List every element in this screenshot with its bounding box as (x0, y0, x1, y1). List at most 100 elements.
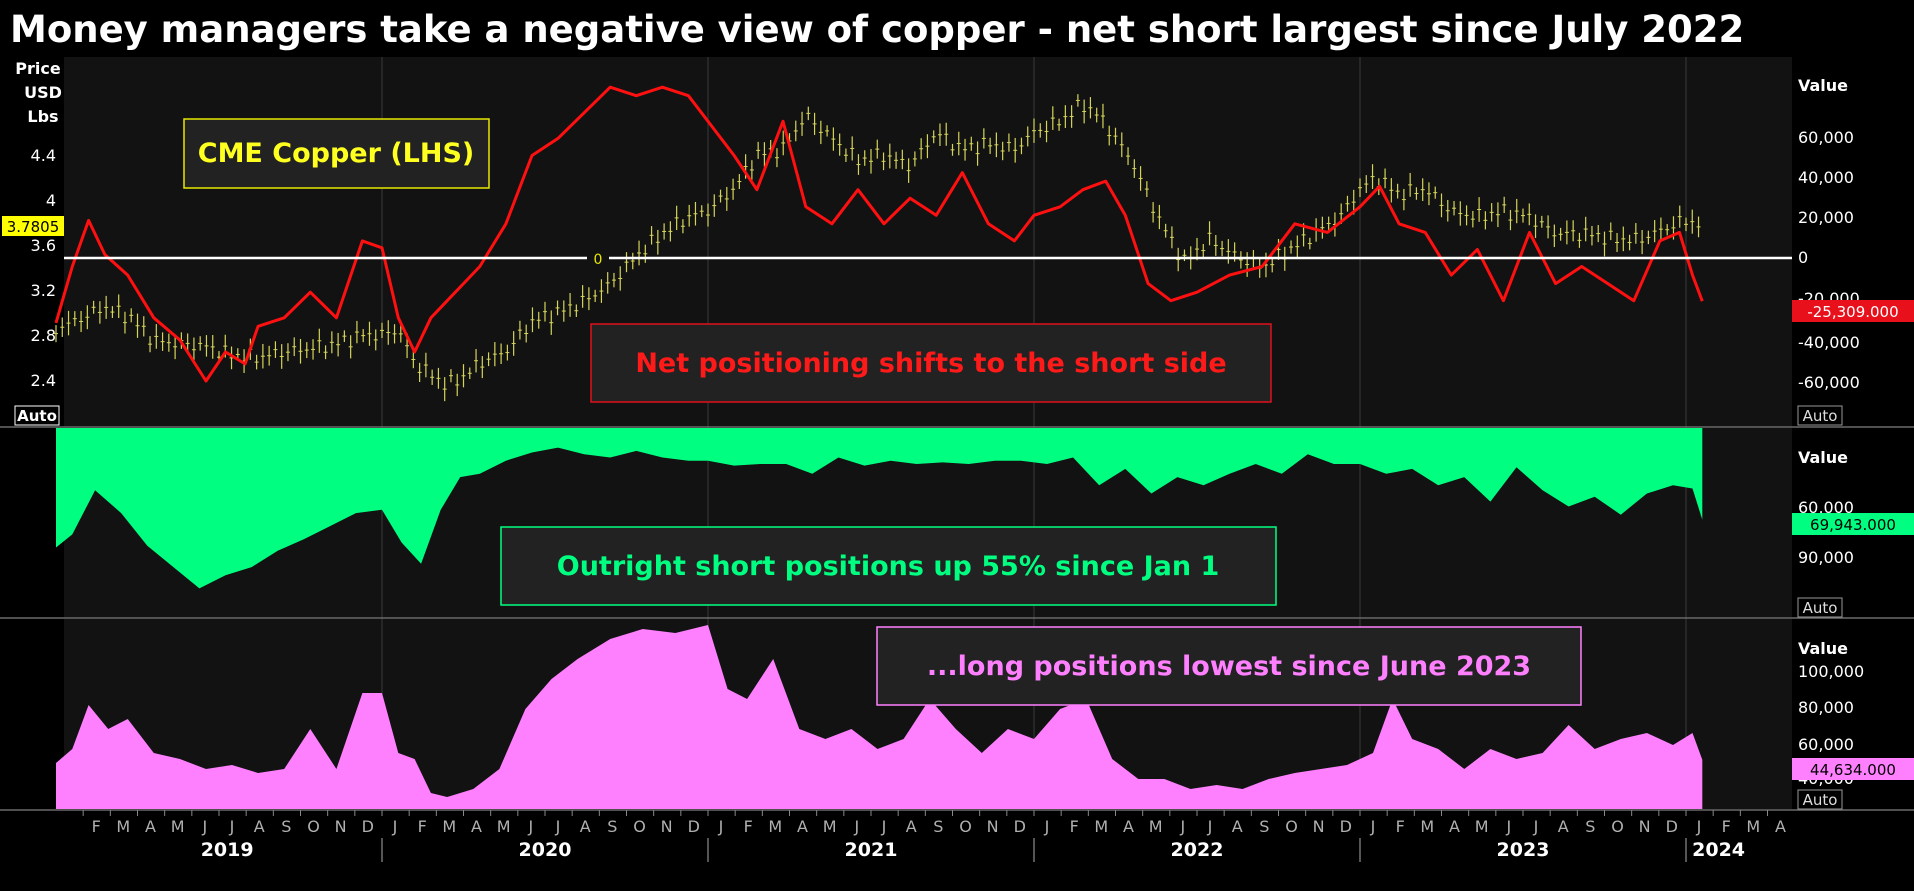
month-label: M (1149, 817, 1163, 836)
month-label: A (906, 817, 917, 836)
month-label: S (1585, 817, 1595, 836)
month-label: F (1396, 817, 1405, 836)
last-long-value-label: 44,634.000 (1810, 761, 1896, 779)
month-label: F (92, 817, 101, 836)
month-label: J (1370, 817, 1376, 836)
month-label: S (933, 817, 943, 836)
month-label: M (1420, 817, 1434, 836)
month-label: A (145, 817, 156, 836)
copper-annotation-box (183, 118, 490, 189)
month-label: J (1044, 817, 1050, 836)
last-net-value-label: -25,309.000 (1807, 303, 1898, 321)
month-label: M (116, 817, 130, 836)
top-right-tick-60000: 60,000 (1798, 128, 1854, 147)
last-net-value-badge (1792, 300, 1914, 322)
month-label: F (418, 817, 427, 836)
month-label: N (1313, 817, 1325, 836)
auto-label-top-right: Auto (1803, 407, 1838, 425)
month-label: M (171, 817, 185, 836)
short-annotation-box (500, 526, 1277, 606)
month-label: J (527, 817, 533, 836)
long-annotation-text: ...long positions lowest since June 2023 (927, 651, 1531, 682)
bottom-right-axis-unit: Value (1798, 639, 1848, 658)
month-label: J (201, 817, 207, 836)
top-right-tick-0: 0 (1798, 248, 1808, 267)
month-label: F (744, 817, 753, 836)
month-label: N (661, 817, 673, 836)
month-label: J (853, 817, 859, 836)
month-label: M (1475, 817, 1489, 836)
auto-label-left: Auto (17, 407, 57, 425)
month-label: M (1094, 817, 1108, 836)
bottom-right-tick-80000: 80,000 (1798, 698, 1854, 717)
auto-button-left[interactable] (14, 405, 60, 426)
month-label: D (1340, 817, 1352, 836)
month-label: J (881, 817, 887, 836)
month-label: O (1611, 817, 1624, 836)
copper-annotation-text: CME Copper (LHS) (198, 138, 475, 169)
month-label: J (1179, 817, 1185, 836)
month-label: M (823, 817, 837, 836)
left-tick-3.2: 3.2 (31, 281, 56, 300)
month-label: D (688, 817, 700, 836)
month-label: A (254, 817, 265, 836)
month-label: S (607, 817, 617, 836)
short-annotation-text: Outright short positions up 55% since Ja… (557, 551, 1220, 582)
month-label: O (959, 817, 972, 836)
month-label: M (442, 817, 456, 836)
price-and-net-lines (54, 85, 1704, 402)
month-label: O (307, 817, 320, 836)
month-label: A (1123, 817, 1134, 836)
middle-right-tick-90000: 90,000 (1798, 548, 1854, 567)
top-right-tick-minus40000: -40,000 (1798, 333, 1860, 352)
year-label: 2024 (1692, 839, 1745, 861)
month-label: D (1014, 817, 1026, 836)
last-long-value-badge (1792, 758, 1914, 780)
left-axis-unit-line1: Price (15, 59, 61, 78)
month-label: D (362, 817, 374, 836)
net-positioning-line (54, 85, 1704, 383)
last-short-value-badge (1792, 513, 1914, 535)
bottom-right-tick-100000: 100,000 (1798, 662, 1864, 681)
left-tick-4: 4 (46, 191, 56, 210)
top-right-tick-40000: 40,000 (1798, 168, 1854, 187)
net-annotation-text: Net positioning shifts to the short side (635, 348, 1226, 379)
month-label: A (1558, 817, 1569, 836)
month-label: A (580, 817, 591, 836)
auto-button-middle-right[interactable] (1797, 597, 1843, 618)
chart-title: Money managers take a negative view of c… (10, 8, 1744, 51)
month-label: A (1775, 817, 1786, 836)
left-tick-2.8: 2.8 (31, 326, 56, 345)
auto-button-bottom-right[interactable] (1797, 789, 1843, 810)
month-label: S (281, 817, 291, 836)
month-label: M (768, 817, 782, 836)
month-label: N (1639, 817, 1651, 836)
month-label: F (1070, 817, 1079, 836)
last-price-badge (2, 216, 64, 236)
net-annotation-box (590, 323, 1272, 403)
long-positions-area (56, 625, 1703, 809)
month-label: J (392, 817, 398, 836)
month-label: O (1285, 817, 1298, 836)
year-label: 2020 (519, 839, 572, 861)
year-label: 2022 (1171, 839, 1224, 861)
month-label: A (1232, 817, 1243, 836)
year-label: 2021 (845, 839, 898, 861)
month-label: N (987, 817, 999, 836)
left-axis-unit-line2: USD (24, 83, 62, 102)
middle-right-axis-unit: Value (1798, 448, 1848, 467)
month-label: J (1696, 817, 1702, 836)
month-label: O (633, 817, 646, 836)
zero-line-label: 0 (594, 252, 603, 268)
month-label: F (1722, 817, 1731, 836)
month-label: A (797, 817, 808, 836)
bottom-right-tick-60000: 60,000 (1798, 735, 1854, 754)
long-positions-area-fill (56, 625, 1703, 809)
short-positions-area (56, 428, 1703, 589)
auto-button-top-right[interactable] (1797, 405, 1843, 426)
month-label: S (1259, 817, 1269, 836)
month-label: J (718, 817, 724, 836)
month-label: A (1449, 817, 1460, 836)
